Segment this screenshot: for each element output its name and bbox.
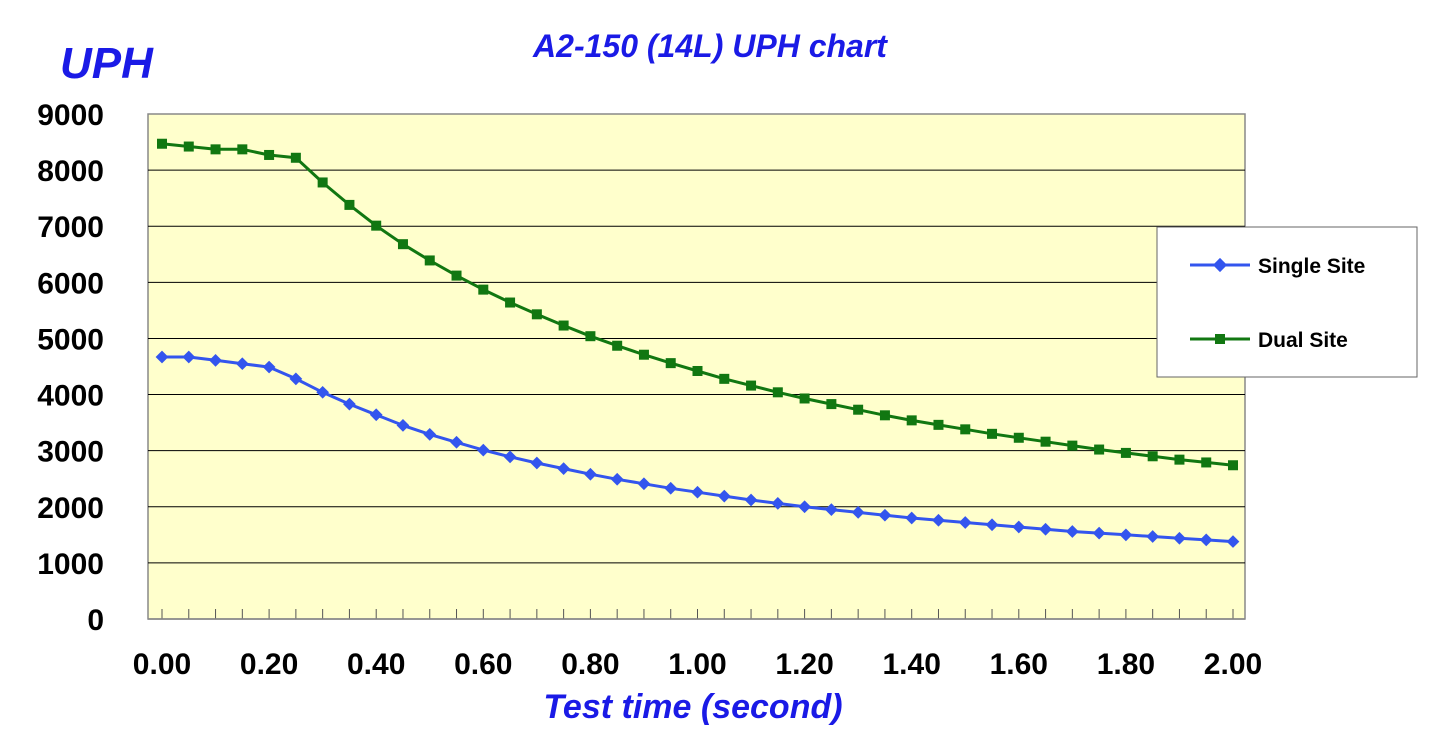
legend-label-single-site: Single Site [1258,255,1365,278]
data-point-dual-site [1174,454,1185,465]
data-point-dual-site [424,255,435,266]
data-point-single-site [851,506,865,519]
data-point-dual-site [585,331,596,342]
y-tick-label-0: 0 [87,604,104,637]
data-point-single-site [343,397,356,411]
data-point-dual-site [237,144,248,155]
x-tick-label-0.20: 0.20 [240,648,298,681]
data-point-single-site [369,408,383,422]
data-point-dual-site [397,239,408,250]
data-point-dual-site [1147,451,1158,462]
y-tick-label-4000: 4000 [37,380,104,413]
legend-marker-single-site [1212,257,1228,273]
x-tick-label-1.60: 1.60 [990,648,1048,681]
data-point-dual-site [290,152,301,163]
data-point-dual-site [183,141,194,152]
data-point-dual-site [692,365,703,376]
x-axis-label: Test time (second) [543,688,842,726]
data-point-single-site [476,443,490,457]
data-point-dual-site [1067,440,1078,451]
axes [148,609,1245,620]
data-point-dual-site [210,144,221,155]
y-tick-label-5000: 5000 [37,323,104,356]
tick-labels: 0 1000 2000 3000 4000 5000 6000 7000 8000 9000 0.0… [37,99,1262,681]
data-point-single-site [396,419,410,432]
data-point-dual-site [853,404,864,415]
data-point-dual-site [772,387,783,398]
data-point-single-site [235,357,249,371]
data-point-dual-site [558,320,569,331]
x-tick-label-0.00: 0.00 [133,648,191,681]
data-point-dual-site [1040,436,1051,447]
chart-title: A2-150 (14L) UPH chart [532,28,888,64]
x-tick-label-1.80: 1.80 [1097,648,1155,681]
data-point-dual-site [1094,444,1105,455]
data-point-single-site [262,360,276,374]
data-point-dual-site [665,358,676,369]
data-point-single-site [209,353,222,367]
x-tick-label-1.00: 1.00 [668,648,726,681]
data-point-dual-site [1201,457,1212,468]
data-point-dual-site [1120,447,1131,458]
data-point-dual-site [906,415,917,426]
data-point-single-site [182,350,196,364]
data-point-dual-site [960,424,971,435]
x-tick-label-0.80: 0.80 [561,648,619,681]
data-point-dual-site [478,284,489,295]
x-tick-label-1.20: 1.20 [775,648,833,681]
data-point-dual-site [799,393,810,404]
y-tick-label-8000: 8000 [37,155,104,188]
data-point-dual-site [264,149,275,160]
y-tick-label-3000: 3000 [37,436,104,469]
legend-label-dual-site: Dual Site [1258,329,1348,352]
data-point-single-site [289,372,303,386]
data-point-single-site [423,428,437,441]
data-point-dual-site [157,138,167,149]
data-point-single-site [450,435,463,449]
data-point-dual-site [933,419,944,430]
data-point-dual-site [826,399,837,410]
y-tick-label-7000: 7000 [37,211,104,244]
x-tick-label-0.60: 0.60 [454,648,512,681]
data-point-dual-site [879,410,890,421]
y-tick-label-2000: 2000 [37,492,104,525]
data-point-single-site [155,350,169,364]
x-tick-label-2.00: 2.00 [1204,648,1262,681]
y-axis-label: UPH [60,39,154,88]
y-tick-label-9000: 9000 [37,99,104,132]
data-point-dual-site [987,428,998,439]
data-point-dual-site [612,340,623,351]
data-point-dual-site [344,199,355,210]
data-point-dual-site [451,270,462,281]
data-point-single-site [316,385,330,399]
data-point-dual-site [505,297,516,308]
data-point-dual-site [531,309,542,320]
legend: Single Site Dual Site [1156,226,1418,378]
data-point-dual-site [719,373,730,384]
x-tick-label-1.40: 1.40 [883,648,941,681]
data-point-dual-site [746,380,757,391]
data-point-dual-site [371,220,382,231]
y-tick-label-1000: 1000 [37,548,104,581]
legend-marker-dual-site [1215,334,1225,344]
x-tick-label-0.40: 0.40 [347,648,405,681]
data-point-dual-site [317,177,328,188]
data-point-dual-site [638,349,649,360]
data-point-dual-site [1228,460,1238,471]
data-point-dual-site [1013,432,1024,443]
legend-box [1156,226,1418,378]
grid-lines [148,169,1245,564]
y-tick-label-6000: 6000 [37,267,104,300]
